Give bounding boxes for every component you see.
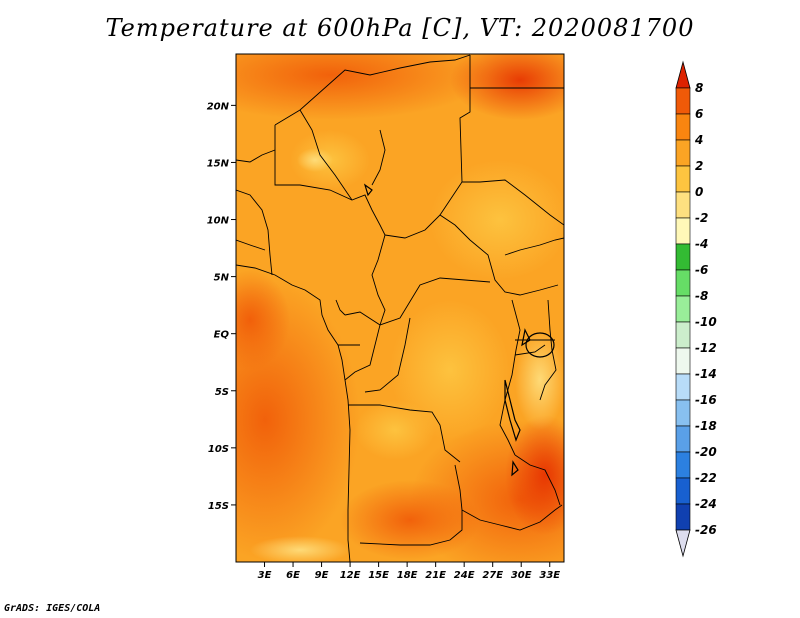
lon-tick-label: 33E <box>539 570 560 581</box>
lon-tick-label: 3E <box>258 570 272 581</box>
lat-tick-label: 10S <box>208 444 229 455</box>
colorbar-label: -2 <box>695 211 708 225</box>
lat-tick-label: 15S <box>208 501 229 512</box>
lon-tick-label: 15E <box>368 570 389 581</box>
colorbar-label: -16 <box>695 393 717 407</box>
colorbar-swatch <box>675 269 691 297</box>
colorbar-label: -22 <box>695 471 717 485</box>
lon-tick-label: 30E <box>511 570 532 581</box>
colorbar-label: -12 <box>695 341 717 355</box>
colorbar-label: -8 <box>695 289 708 303</box>
colorbar-swatch <box>675 373 691 401</box>
colorbar-swatch <box>675 87 691 115</box>
lon-tick-label: 9E <box>315 570 329 581</box>
lat-tick-label: 5S <box>215 387 229 398</box>
lon-tick-label: 12E <box>340 570 361 581</box>
colorbar-swatch <box>675 243 691 271</box>
colorbar-swatch <box>675 295 691 323</box>
lat-tick-label: 5N <box>214 273 230 284</box>
colorbar-label: 8 <box>695 81 703 95</box>
colorbar-label: -18 <box>695 419 717 433</box>
lon-tick-label: 21E <box>425 570 446 581</box>
colorbar-label: 2 <box>695 159 703 173</box>
country-borders <box>236 54 564 562</box>
lon-tick-label: 24E <box>454 570 475 581</box>
colorbar-top-arrow <box>675 60 691 89</box>
colorbar-swatch <box>675 399 691 427</box>
latitude-axis: 20N 15N 10N 5N EQ 5S 10S 15S <box>207 101 236 512</box>
colorbar-swatch <box>675 503 691 531</box>
lon-tick-label: 18E <box>397 570 418 581</box>
lat-tick-label: 15N <box>207 158 230 169</box>
colorbar-swatch <box>675 165 691 193</box>
colorbar-swatch <box>675 425 691 453</box>
temperature-field <box>236 54 564 562</box>
colorbar-swatch <box>675 347 691 375</box>
lon-tick-label: 6E <box>286 570 300 581</box>
map-frame <box>235 53 565 563</box>
lakes <box>363 183 555 477</box>
colorbar-swatch <box>675 113 691 141</box>
colorbar-label: 0 <box>695 185 703 199</box>
colorbar-swatch <box>675 217 691 245</box>
lon-tick-label: 27E <box>482 570 503 581</box>
colorbar-swatch <box>675 477 691 505</box>
colorbar: 8 6 4 2 0 -2 -4 -6 -8 -10 -12 -14 -16 -18 -20 -22 -24 -26 <box>675 60 717 558</box>
colorbar-label: 6 <box>695 107 703 121</box>
colorbar-swatch <box>675 451 691 479</box>
colorbar-label: -4 <box>695 237 708 251</box>
lat-tick-label: EQ <box>214 330 230 341</box>
colorbar-bottom-arrow <box>675 529 691 558</box>
colorbar-label: -6 <box>695 263 708 277</box>
grads-credit: GrADS: IGES/COLA <box>4 603 101 614</box>
colorbar-label: 4 <box>694 133 703 147</box>
colorbar-label: -14 <box>695 367 717 381</box>
lat-tick-label: 20N <box>207 101 230 112</box>
colorbar-swatch <box>675 321 691 349</box>
map-title: Temperature at 600hPa [C], VT: 202008170… <box>105 14 695 42</box>
longitude-axis: 3E 6E 9E 12E 15E 18E 21E 24E 27E 30E 33E <box>258 562 560 581</box>
lat-tick-label: 10N <box>207 216 230 227</box>
colorbar-label: -20 <box>695 445 717 459</box>
colorbar-label: -10 <box>695 315 717 329</box>
colorbar-label: -26 <box>695 523 717 537</box>
colorbar-swatch <box>675 139 691 167</box>
colorbar-label: -24 <box>695 497 717 511</box>
colorbar-swatch <box>675 191 691 219</box>
